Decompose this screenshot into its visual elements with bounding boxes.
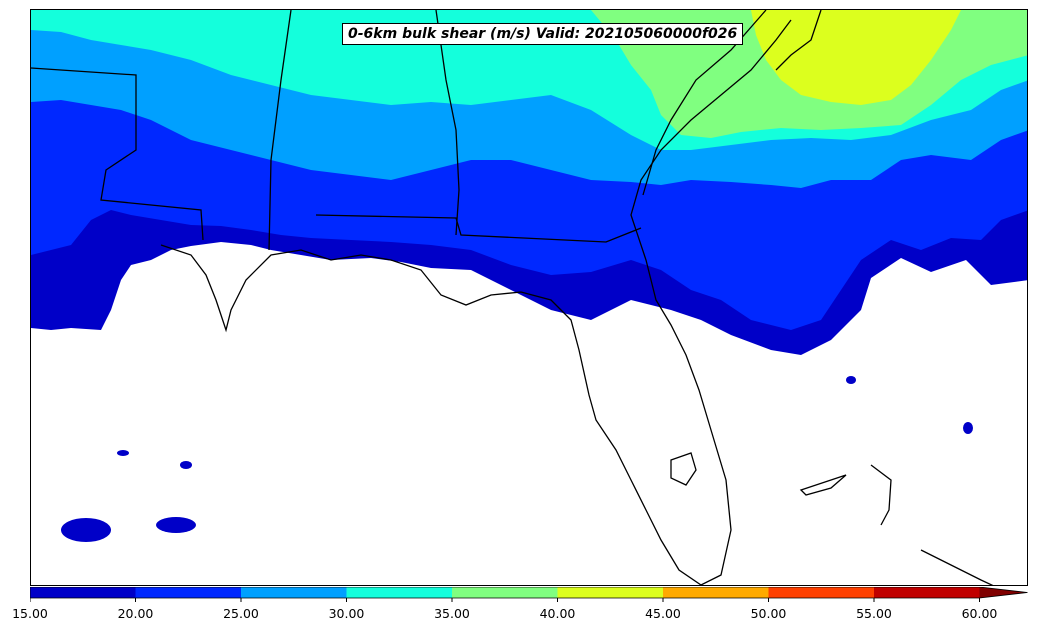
colorbar-segment [557,587,664,598]
colorbar-segment [452,587,558,598]
colorbar-segment [241,587,347,598]
colorbar-tick-label: 25.00 [223,606,259,621]
bahamas [799,464,892,526]
colorbar [30,587,1028,602]
colorbar-tick-label: 45.00 [645,606,681,621]
gulf-patch [156,517,196,533]
colorbar-segment [30,587,136,598]
colorbar-outline [30,587,1028,599]
shear-band-40-45 [751,10,961,105]
atlantic-patch [963,422,973,434]
colorbar-tick-label: 15.00 [12,606,48,621]
state-line-al-ga [435,10,460,236]
gulf-patch [117,450,129,456]
shear-map [31,10,1027,585]
state-line-la-ms [31,67,204,241]
colorbar-segment [874,587,980,598]
atlantic-patch [846,376,856,384]
map-title: 0-6km bulk shear (m/s) Valid: 2021050600… [342,23,744,45]
colorbar-tick-label: 60.00 [961,606,998,621]
colorbar-tick-label: 55.00 [856,606,892,621]
colorbar-segment [768,587,875,598]
colorbar-ticks: 15.00 20.00 25.00 30.00 35.00 40.00 45.00 50.00… [0,606,1037,628]
gulf-patch [61,518,111,542]
gulf-patch [180,461,192,469]
colorbar-tick-label: 20.00 [117,606,154,621]
colorbar-extend-arrow [979,587,1028,598]
colorbar-tick-label: 35.00 [434,606,470,621]
colorbar-tick-label: 50.00 [750,606,787,621]
cuba-edge [920,549,994,585]
boundaries [31,10,994,585]
state-line-fl-north [315,214,642,243]
colorbar-segment [346,587,453,598]
colorbar-tick-label: 30.00 [328,606,365,621]
state-line-nc-sc [775,10,822,71]
colorbar-segment [663,587,769,598]
map-frame: 0-6km bulk shear (m/s) Valid: 2021050600… [30,9,1028,586]
colorbar-segment [135,587,242,598]
colorbar-tick-label: 40.00 [539,606,576,621]
lake-okeechobee [670,452,697,486]
state-line-ms-al [268,10,292,251]
